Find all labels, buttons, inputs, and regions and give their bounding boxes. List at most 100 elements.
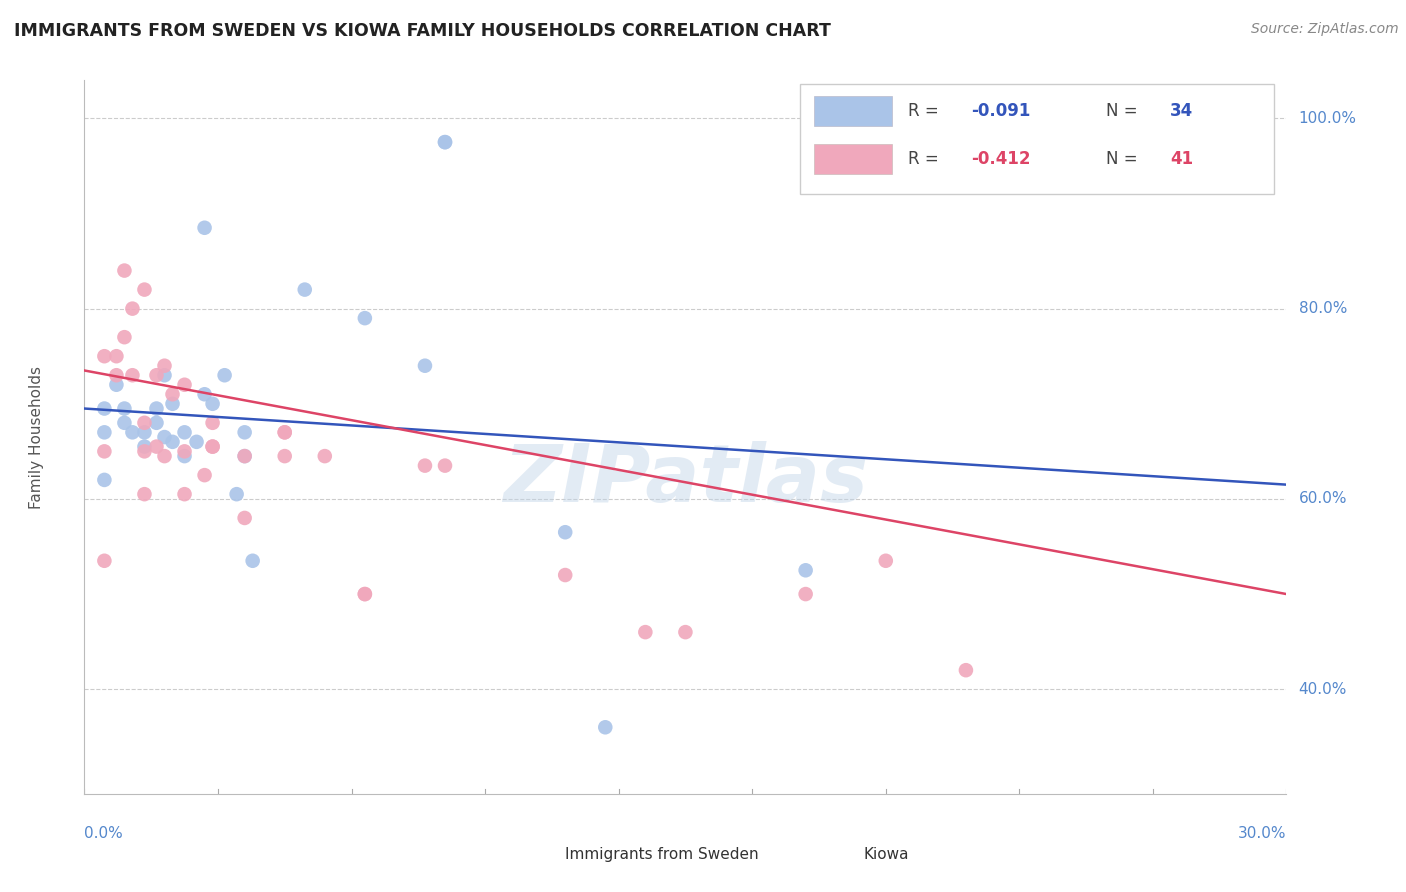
Point (242, 554, 264, 568)
Text: Family Households: Family Households (28, 366, 44, 508)
FancyBboxPatch shape (818, 846, 856, 863)
Point (274, 425, 297, 440)
Point (554, 568, 576, 582)
Point (93, 473, 115, 487)
Text: 0.0%: 0.0% (84, 826, 124, 841)
Text: 41: 41 (1170, 150, 1194, 168)
FancyBboxPatch shape (814, 144, 893, 174)
Point (233, 449, 256, 463)
Point (554, 525, 576, 540)
Point (201, 416, 224, 430)
Point (233, 511, 256, 525)
Point (162, 397, 184, 411)
Point (162, 434, 184, 449)
Point (114, 330, 135, 344)
Point (114, 416, 135, 430)
Point (434, 458, 457, 473)
Point (233, 449, 256, 463)
Point (354, 311, 377, 326)
Point (153, 359, 176, 373)
Point (93, 425, 115, 440)
Point (201, 440, 224, 454)
Point (134, 440, 156, 454)
Text: R =: R = (908, 150, 943, 168)
Point (225, 487, 247, 501)
Point (162, 387, 184, 401)
Point (134, 425, 156, 440)
Point (675, 625, 697, 640)
Text: 34: 34 (1170, 102, 1194, 120)
Point (145, 401, 167, 416)
Point (214, 368, 236, 383)
Text: -0.412: -0.412 (972, 150, 1031, 168)
Text: Kiowa: Kiowa (863, 847, 908, 862)
Point (105, 349, 128, 363)
Text: N =: N = (1107, 150, 1143, 168)
Text: 40.0%: 40.0% (1299, 681, 1347, 697)
Point (153, 449, 176, 463)
Text: 100.0%: 100.0% (1299, 111, 1357, 126)
FancyBboxPatch shape (517, 846, 555, 863)
Point (93, 444, 115, 458)
Point (134, 444, 156, 458)
Point (354, 587, 377, 601)
Point (413, 359, 436, 373)
Point (114, 263, 135, 277)
Point (194, 387, 217, 401)
Point (105, 368, 128, 383)
Point (134, 416, 156, 430)
Point (634, 625, 657, 640)
Point (105, 377, 128, 392)
Point (121, 425, 143, 440)
Point (121, 301, 143, 316)
Text: 30.0%: 30.0% (1239, 826, 1286, 841)
Point (955, 663, 977, 677)
FancyBboxPatch shape (814, 96, 893, 126)
Point (314, 449, 336, 463)
Text: IMMIGRANTS FROM SWEDEN VS KIOWA FAMILY HOUSEHOLDS CORRELATION CHART: IMMIGRANTS FROM SWEDEN VS KIOWA FAMILY H… (14, 22, 831, 40)
Point (875, 554, 897, 568)
Point (201, 440, 224, 454)
Point (173, 444, 195, 458)
Text: 60.0%: 60.0% (1299, 491, 1347, 507)
Text: 80.0%: 80.0% (1299, 301, 1347, 316)
Point (173, 449, 195, 463)
Point (274, 425, 297, 440)
Point (93, 554, 115, 568)
Point (434, 135, 457, 149)
Point (595, 720, 617, 734)
Point (413, 458, 436, 473)
Point (434, 135, 457, 149)
Text: ZIPatlas: ZIPatlas (503, 441, 868, 519)
Point (114, 401, 135, 416)
Text: N =: N = (1107, 102, 1143, 120)
Point (153, 430, 176, 444)
Point (186, 434, 208, 449)
Point (145, 368, 167, 383)
Text: Source: ZipAtlas.com: Source: ZipAtlas.com (1251, 22, 1399, 37)
Text: R =: R = (908, 102, 943, 120)
Text: Immigrants from Sweden: Immigrants from Sweden (565, 847, 759, 862)
Point (794, 587, 817, 601)
Point (233, 425, 256, 440)
Point (201, 397, 224, 411)
Point (153, 368, 176, 383)
Point (354, 587, 377, 601)
Point (294, 283, 316, 297)
Point (173, 425, 195, 440)
Point (93, 401, 115, 416)
Point (173, 377, 195, 392)
FancyBboxPatch shape (800, 84, 1274, 194)
Point (794, 563, 817, 577)
Point (134, 283, 156, 297)
Point (173, 487, 195, 501)
Point (93, 349, 115, 363)
Point (121, 368, 143, 383)
Point (145, 416, 167, 430)
Point (194, 468, 217, 483)
Point (194, 220, 217, 235)
Point (274, 449, 297, 463)
Text: -0.091: -0.091 (972, 102, 1031, 120)
Point (145, 440, 167, 454)
Point (134, 487, 156, 501)
